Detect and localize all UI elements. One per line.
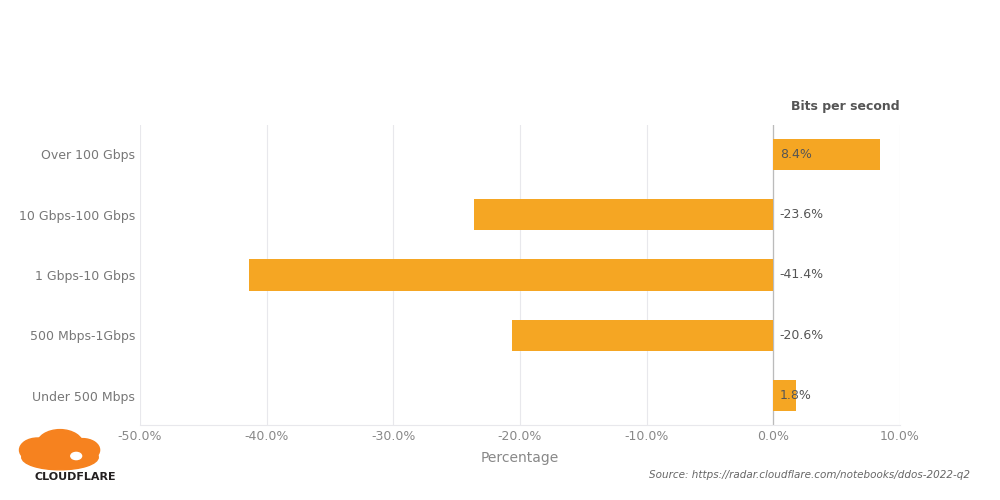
Text: Bits per second: Bits per second [791, 100, 900, 113]
X-axis label: Percentage: Percentage [481, 451, 559, 465]
Text: Network-Layer DDoS Attacks - QoQ change in bit rate: Network-Layer DDoS Attacks - QoQ change … [25, 36, 738, 60]
Bar [512, 320, 773, 351]
Circle shape [939, 38, 953, 48]
Bar [474, 199, 773, 230]
Bar [773, 380, 796, 412]
Bar [249, 260, 773, 290]
Text: CLOUDFLARE: CLOUDFLARE [34, 472, 116, 482]
Circle shape [65, 438, 100, 462]
Text: Source: https://radar.cloudflare.com/notebooks/ddos-2022-q2: Source: https://radar.cloudflare.com/not… [649, 470, 970, 480]
Circle shape [37, 430, 83, 461]
Circle shape [71, 452, 82, 460]
Text: 1.8%: 1.8% [780, 389, 812, 402]
Bar [773, 138, 880, 170]
Circle shape [20, 438, 56, 462]
Text: -20.6%: -20.6% [780, 329, 824, 342]
Text: 8.4%: 8.4% [780, 148, 812, 161]
Text: -41.4%: -41.4% [780, 268, 824, 281]
Text: -23.6%: -23.6% [780, 208, 824, 221]
Ellipse shape [22, 444, 98, 470]
